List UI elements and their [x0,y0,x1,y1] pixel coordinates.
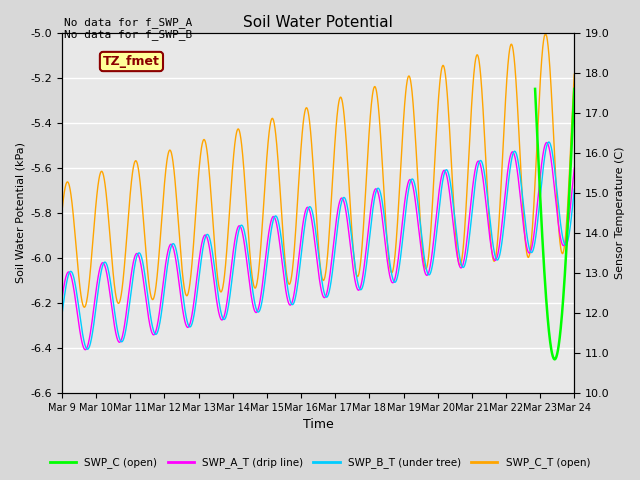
Y-axis label: Sensor Temperature (C): Sensor Temperature (C) [615,146,625,279]
Text: No data for f_SWP_A
No data for f_SWP_B: No data for f_SWP_A No data for f_SWP_B [64,17,192,40]
Title: Soil Water Potential: Soil Water Potential [243,15,393,30]
X-axis label: Time: Time [303,419,333,432]
Y-axis label: Soil Water Potential (kPa): Soil Water Potential (kPa) [15,143,25,283]
Text: TZ_fmet: TZ_fmet [103,55,160,68]
Legend: SWP_C (open), SWP_A_T (drip line), SWP_B_T (under tree), SWP_C_T (open): SWP_C (open), SWP_A_T (drip line), SWP_B… [45,453,595,472]
